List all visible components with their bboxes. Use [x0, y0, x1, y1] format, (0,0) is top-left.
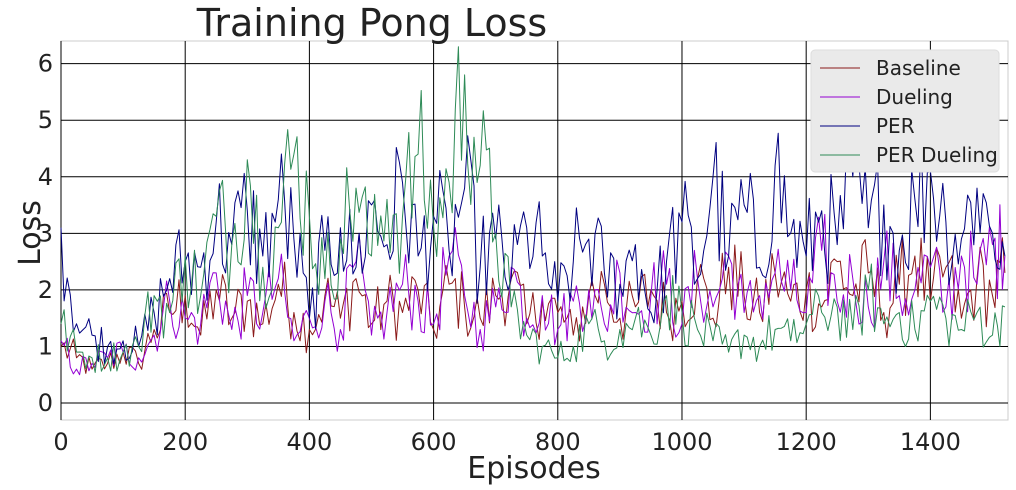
x-tick-label: 400: [286, 428, 332, 456]
legend-label: Dueling: [876, 85, 953, 109]
legend-box: [810, 49, 1000, 173]
x-tick-label: 1200: [776, 428, 837, 456]
legend-label: PER: [876, 114, 915, 138]
y-axis-label: Loss: [13, 200, 48, 266]
x-axis-label: Episodes: [467, 451, 600, 486]
y-tick-label: 1: [38, 332, 53, 360]
x-tick-label: 800: [535, 428, 581, 456]
y-tick-label: 4: [38, 163, 53, 191]
x-tick-labels: 0 200 400 600 800 1000 1200 1400: [53, 428, 961, 456]
grid: [60, 41, 1008, 420]
series-line-dueling: [60, 204, 1006, 376]
y-tick-label: 2: [38, 276, 53, 304]
y-tick-label: 3: [38, 219, 53, 247]
x-tick-label: 1400: [900, 428, 961, 456]
y-tick-label: 6: [38, 50, 53, 78]
x-tick-label: 600: [411, 428, 457, 456]
x-tick-label: 200: [162, 428, 208, 456]
series-group: [60, 46, 1006, 376]
legend: Baseline Dueling PER PER Dueling: [810, 49, 1000, 173]
chart-title: Training Pong Loss: [196, 1, 547, 45]
x-tick-label: 0: [53, 428, 68, 456]
series-line-per-dueling: [60, 46, 1006, 373]
legend-label: PER Dueling: [876, 143, 998, 167]
y-tick-label: 0: [38, 389, 53, 417]
legend-label: Baseline: [876, 56, 961, 80]
y-tick-labels: 0 1 2 3 4 5 6: [38, 50, 53, 417]
x-tick-label: 1000: [651, 428, 712, 456]
y-tick-label: 5: [38, 106, 53, 134]
